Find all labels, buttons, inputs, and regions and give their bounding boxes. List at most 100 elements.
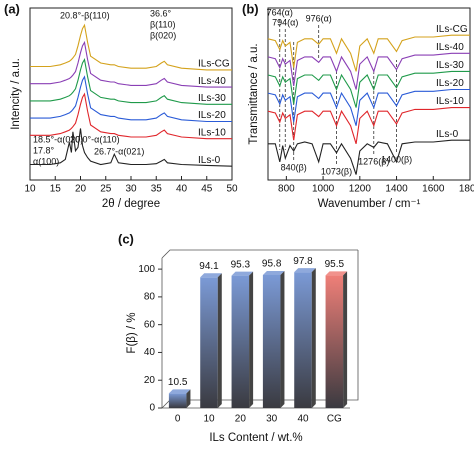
series-label: ILs-30 bbox=[436, 60, 464, 71]
value-label: 95.3 bbox=[231, 259, 251, 270]
bar-top bbox=[168, 389, 191, 394]
annotation: 1400(β) bbox=[381, 154, 412, 164]
value-label: 95.5 bbox=[325, 259, 345, 270]
annotation: 36.6° bbox=[150, 8, 172, 18]
series-label: ILs-30 bbox=[198, 93, 226, 104]
bar bbox=[262, 274, 281, 408]
bar bbox=[168, 393, 187, 408]
series-line bbox=[267, 88, 470, 126]
bar-side bbox=[280, 270, 285, 408]
x-tick-label: 1800 bbox=[459, 184, 474, 195]
series-label: ILs-CG bbox=[198, 59, 230, 70]
x-tick-label: 10 bbox=[24, 184, 36, 195]
annotation: 840(β) bbox=[281, 162, 307, 172]
x-tick-label: 40 bbox=[176, 184, 188, 195]
annotation: β(110) bbox=[150, 19, 176, 29]
x-tick-label: 0 bbox=[175, 414, 181, 425]
value-label: 95.8 bbox=[262, 259, 282, 270]
y-axis-title: F(β) / % bbox=[126, 312, 138, 353]
annotation: 26.7°-α(021) bbox=[94, 146, 144, 156]
series-label: ILs-40 bbox=[198, 76, 226, 87]
y-tick-label: 0 bbox=[149, 403, 155, 414]
panel-label: (a) bbox=[4, 1, 20, 16]
series-label: ILs-20 bbox=[436, 78, 464, 89]
bar bbox=[294, 272, 312, 408]
y-tick-label: 40 bbox=[144, 347, 156, 358]
series-line bbox=[30, 128, 233, 167]
series-line bbox=[267, 70, 470, 108]
y-tick-label: 60 bbox=[144, 319, 156, 330]
x-tick-label: 800 bbox=[278, 184, 295, 195]
bar bbox=[231, 275, 250, 408]
x-tick-label: 10 bbox=[203, 414, 215, 425]
bar-side bbox=[343, 271, 348, 408]
series-label: ILs-CG bbox=[436, 24, 468, 35]
annotation: β(020) bbox=[150, 30, 176, 40]
plot-frame bbox=[267, 7, 471, 181]
y-tick-label: 80 bbox=[144, 292, 156, 303]
series-label: ILs-20 bbox=[198, 110, 226, 121]
series-label: ILs-10 bbox=[436, 96, 464, 107]
x-tick-label: 35 bbox=[151, 184, 163, 195]
x-axis-title: Wavenumber / cm⁻¹ bbox=[318, 198, 421, 210]
annotation: 794(α) bbox=[272, 17, 298, 27]
bar-side bbox=[249, 271, 254, 408]
bar-side bbox=[217, 273, 222, 408]
x-tick-label: 1400 bbox=[385, 184, 408, 195]
annotation: 17.8° bbox=[33, 145, 55, 155]
panel-label: (c) bbox=[118, 231, 134, 246]
x-tick-label: 50 bbox=[226, 184, 238, 195]
x-tick-label: 20 bbox=[235, 414, 247, 425]
bar-top bbox=[262, 270, 285, 275]
x-tick-label: 30 bbox=[266, 414, 278, 425]
series-label: ILs-10 bbox=[198, 127, 226, 138]
bar-top bbox=[200, 273, 222, 278]
bar-top bbox=[231, 271, 254, 276]
x-tick-label: 40 bbox=[297, 414, 309, 425]
series-line bbox=[30, 23, 232, 71]
annotation: α(100) bbox=[33, 156, 59, 166]
series-label: ILs-0 bbox=[436, 129, 459, 140]
x-tick-label: 20 bbox=[75, 184, 87, 195]
series-label: ILs-40 bbox=[436, 42, 464, 53]
series-line bbox=[267, 52, 470, 90]
x-tick-label: 25 bbox=[100, 184, 112, 195]
bar-side bbox=[311, 268, 316, 408]
value-label: 10.5 bbox=[168, 377, 188, 388]
series-line bbox=[30, 58, 232, 105]
y-tick-label: 20 bbox=[144, 375, 156, 386]
series-line bbox=[30, 75, 232, 123]
value-label: 97.8 bbox=[293, 256, 313, 267]
y-axis-title: Transmittance / a.u. bbox=[248, 43, 260, 144]
series-line bbox=[30, 92, 232, 140]
annotation: 20.0°-α(110) bbox=[70, 134, 120, 144]
y-axis-title: Intencity / a.u. bbox=[10, 58, 22, 130]
panel-label: (b) bbox=[242, 1, 259, 16]
x-tick-label: CG bbox=[327, 414, 342, 425]
annotation: 1276(β) bbox=[358, 156, 389, 166]
bar bbox=[325, 275, 344, 408]
x-axis-title: ILs Content / wt.% bbox=[209, 432, 302, 444]
x-tick-label: 1000 bbox=[312, 184, 335, 195]
annotation: 20.8°-β(110) bbox=[60, 10, 110, 20]
x-tick-label: 45 bbox=[201, 184, 213, 195]
series-line bbox=[268, 139, 470, 175]
x-tick-label: 15 bbox=[50, 184, 62, 195]
x-tick-label: 1200 bbox=[349, 184, 372, 195]
bar bbox=[200, 277, 218, 408]
series-line bbox=[267, 107, 470, 144]
x-tick-label: 1600 bbox=[422, 184, 445, 195]
bar-side bbox=[186, 389, 191, 408]
value-label: 94.1 bbox=[199, 261, 219, 272]
annotation: 976(α) bbox=[306, 13, 332, 23]
series-line bbox=[267, 34, 470, 72]
x-tick-label: 30 bbox=[125, 184, 137, 195]
annotation: 764(α) bbox=[267, 7, 293, 17]
bar-top bbox=[325, 271, 348, 276]
annotation: 18.5°-α(020) bbox=[33, 134, 83, 144]
x-axis-title: 2θ / degree bbox=[102, 198, 160, 210]
y-tick-label: 100 bbox=[138, 264, 155, 275]
series-label: ILs-0 bbox=[198, 155, 221, 166]
series-line bbox=[30, 40, 232, 88]
